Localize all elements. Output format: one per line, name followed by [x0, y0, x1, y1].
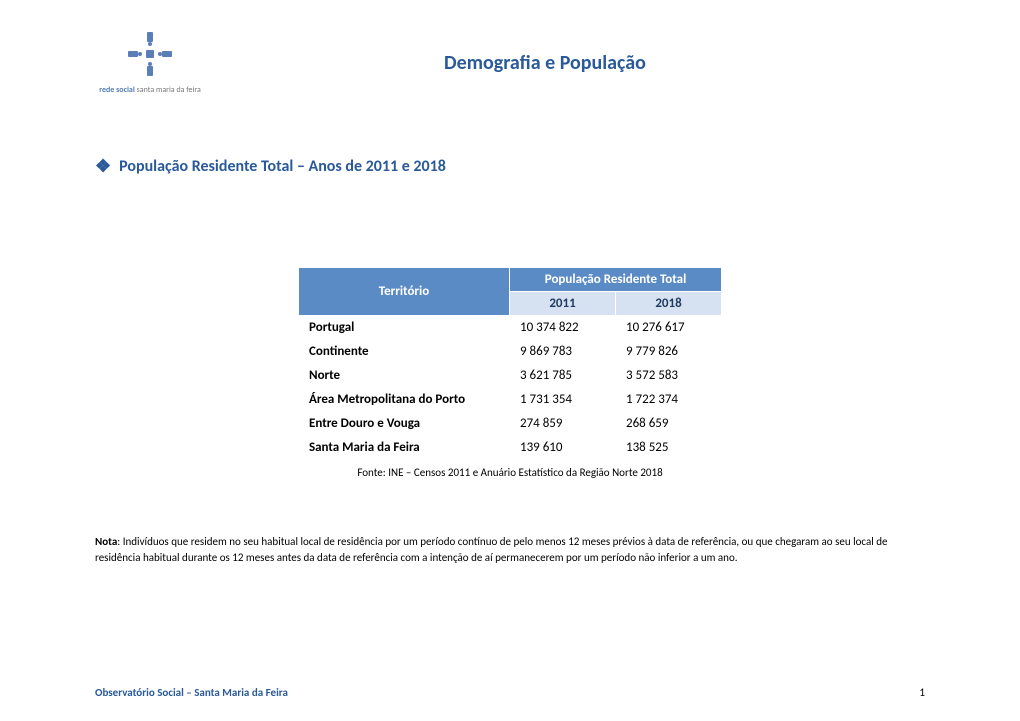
page-number: 1	[919, 686, 925, 699]
cell-value-b: 138 525	[616, 436, 722, 460]
cell-territory: Área Metropolitana do Porto	[299, 388, 510, 412]
page-title: Demografia e População	[165, 51, 925, 75]
header-row: rede social santa maria da feira Demogra…	[95, 30, 925, 95]
population-table: Território População Residente Total 201…	[298, 267, 722, 460]
col-header-territory: Território	[299, 268, 510, 316]
cell-value-a: 9 869 783	[510, 340, 616, 364]
table-header-row-1: Território População Residente Total	[299, 268, 722, 292]
cell-value-b: 1 722 374	[616, 388, 722, 412]
logo-sub: santa maria da feira	[137, 85, 201, 95]
diamond-bullet-icon: ❖	[95, 155, 111, 177]
table-source: Fonte: INE – Censos 2011 e Anuário Estat…	[95, 466, 925, 479]
cell-value-b: 3 572 583	[616, 364, 722, 388]
note-text: : Indivíduos que residem no seu habitual…	[95, 535, 888, 564]
table-row: Área Metropolitana do Porto 1 731 354 1 …	[299, 388, 722, 412]
logo-text: rede social santa maria da feira	[95, 85, 205, 95]
cell-territory: Entre Douro e Vouga	[299, 412, 510, 436]
page-footer: Observatório Social – Santa Maria da Fei…	[95, 686, 925, 699]
cell-value-a: 10 374 822	[510, 316, 616, 340]
table-row: Santa Maria da Feira 139 610 138 525	[299, 436, 722, 460]
cell-value-b: 9 779 826	[616, 340, 722, 364]
cell-territory: Portugal	[299, 316, 510, 340]
cell-value-a: 274 859	[510, 412, 616, 436]
cell-territory: Norte	[299, 364, 510, 388]
table-row: Portugal 10 374 822 10 276 617	[299, 316, 722, 340]
table-body: Portugal 10 374 822 10 276 617 Continent…	[299, 316, 722, 460]
cell-territory: Continente	[299, 340, 510, 364]
section-heading-text: População Residente Total – Anos de 2011…	[119, 157, 446, 176]
table-row: Entre Douro e Vouga 274 859 268 659	[299, 412, 722, 436]
table-row: Continente 9 869 783 9 779 826	[299, 340, 722, 364]
note-paragraph: Nota: Indivíduos que residem no seu habi…	[95, 534, 925, 566]
section-heading: ❖ População Residente Total – Anos de 20…	[95, 155, 925, 177]
footer-left: Observatório Social – Santa Maria da Fei…	[95, 686, 288, 699]
note-label: Nota	[95, 535, 117, 548]
cell-value-a: 1 731 354	[510, 388, 616, 412]
cell-value-b: 268 659	[616, 412, 722, 436]
logo-brand: rede social	[99, 85, 135, 95]
cell-value-b: 10 276 617	[616, 316, 722, 340]
cell-territory: Santa Maria da Feira	[299, 436, 510, 460]
cell-value-a: 139 610	[510, 436, 616, 460]
document-page: rede social santa maria da feira Demogra…	[0, 0, 1020, 721]
table-container: Território População Residente Total 201…	[95, 267, 925, 460]
col-header-year-b: 2018	[616, 292, 722, 316]
col-header-population: População Residente Total	[510, 268, 722, 292]
table-row: Norte 3 621 785 3 572 583	[299, 364, 722, 388]
col-header-year-a: 2011	[510, 292, 616, 316]
cell-value-a: 3 621 785	[510, 364, 616, 388]
